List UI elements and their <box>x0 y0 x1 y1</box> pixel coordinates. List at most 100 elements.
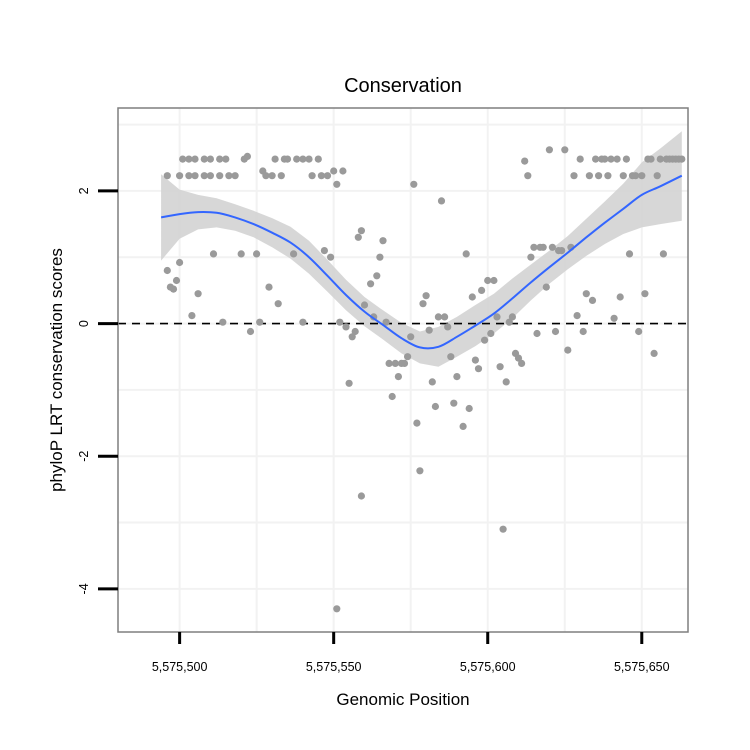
x-axis: 5,575,500 5,575,550 5,575,600 5,575,650 <box>152 632 670 674</box>
data-point <box>539 243 547 251</box>
data-point <box>225 172 233 180</box>
data-point <box>407 333 415 341</box>
data-point <box>400 359 409 367</box>
data-point <box>169 285 178 293</box>
chart-title: Conservation <box>344 75 462 97</box>
x-axis-label: Genomic Position <box>336 690 469 709</box>
data-point <box>351 327 359 336</box>
smooth-line <box>160 174 683 350</box>
data-point <box>471 356 479 364</box>
y-axis-label: phyloP LRT conservation scores <box>47 248 66 492</box>
data-point <box>357 227 365 235</box>
data-point <box>530 243 538 251</box>
data-point <box>188 312 196 320</box>
data-point <box>524 172 532 180</box>
data-point <box>268 172 276 180</box>
data-point <box>262 172 270 180</box>
x-tick-label: 5,575,650 <box>614 660 670 674</box>
data-point <box>185 172 193 180</box>
plot-panel-border <box>117 107 689 633</box>
data-point <box>385 359 393 367</box>
data-point <box>505 318 513 326</box>
data-point <box>373 272 381 280</box>
data-point <box>678 155 686 163</box>
data-point <box>613 155 621 163</box>
confidence-ribbon-layer <box>161 131 682 367</box>
data-point <box>447 353 455 361</box>
data-point <box>345 379 353 387</box>
x-tick-label: 5,575,500 <box>152 660 208 674</box>
data-point <box>265 283 273 291</box>
data-point <box>659 250 668 258</box>
data-point <box>474 365 483 373</box>
data-point <box>237 250 245 258</box>
data-point <box>508 313 516 321</box>
data-point <box>388 392 396 401</box>
smooth-line-layer <box>160 174 683 350</box>
data-point <box>391 359 399 367</box>
data-point <box>564 346 572 354</box>
y-tick-label: 0 <box>77 320 91 327</box>
points-layer <box>163 146 686 613</box>
data-point <box>545 146 554 154</box>
data-point <box>176 172 184 180</box>
grid <box>118 108 688 632</box>
data-point <box>582 290 590 298</box>
data-point <box>367 280 375 288</box>
data-point <box>561 146 569 154</box>
data-point <box>595 172 603 180</box>
data-point <box>216 155 224 163</box>
data-point <box>622 155 631 163</box>
y-tick-label: 2 <box>77 187 91 194</box>
data-point <box>179 155 187 163</box>
data-point <box>333 605 341 613</box>
data-point <box>558 247 566 255</box>
data-point <box>299 318 307 326</box>
data-point <box>382 318 390 326</box>
data-point <box>200 172 208 180</box>
data-point <box>453 373 461 381</box>
data-point <box>604 172 612 180</box>
data-point <box>444 323 452 331</box>
y-axis: -4 -2 0 2 <box>77 187 118 594</box>
data-point <box>548 243 557 251</box>
data-point <box>222 155 230 163</box>
data-point <box>404 353 412 361</box>
data-point <box>200 155 208 163</box>
data-point <box>650 349 658 357</box>
data-point <box>339 167 347 175</box>
data-point <box>647 155 655 163</box>
data-point <box>305 155 313 163</box>
data-point <box>518 359 526 367</box>
data-point <box>185 155 193 163</box>
data-point <box>601 155 609 163</box>
data-point <box>308 172 316 180</box>
data-point <box>462 250 470 258</box>
data-point <box>176 258 184 267</box>
data-point <box>293 155 301 163</box>
data-point <box>360 301 369 309</box>
data-point <box>419 300 427 308</box>
data-point <box>206 172 214 180</box>
data-point <box>610 314 618 322</box>
data-point <box>434 313 442 321</box>
data-point <box>172 276 181 285</box>
y-tick-label: -4 <box>77 583 91 594</box>
data-point <box>416 467 424 475</box>
data-point <box>327 253 335 261</box>
data-point <box>163 172 171 180</box>
data-point <box>465 404 473 413</box>
data-point <box>422 292 430 300</box>
data-point <box>274 300 282 308</box>
data-point <box>437 197 446 205</box>
data-point <box>379 237 387 245</box>
data-point <box>481 336 489 344</box>
data-point <box>253 250 261 258</box>
data-point <box>533 329 541 338</box>
data-point <box>283 155 292 163</box>
data-point <box>493 313 501 321</box>
data-point <box>484 276 492 285</box>
confidence-ribbon <box>161 131 682 367</box>
data-point <box>638 172 646 180</box>
data-point <box>348 333 356 341</box>
